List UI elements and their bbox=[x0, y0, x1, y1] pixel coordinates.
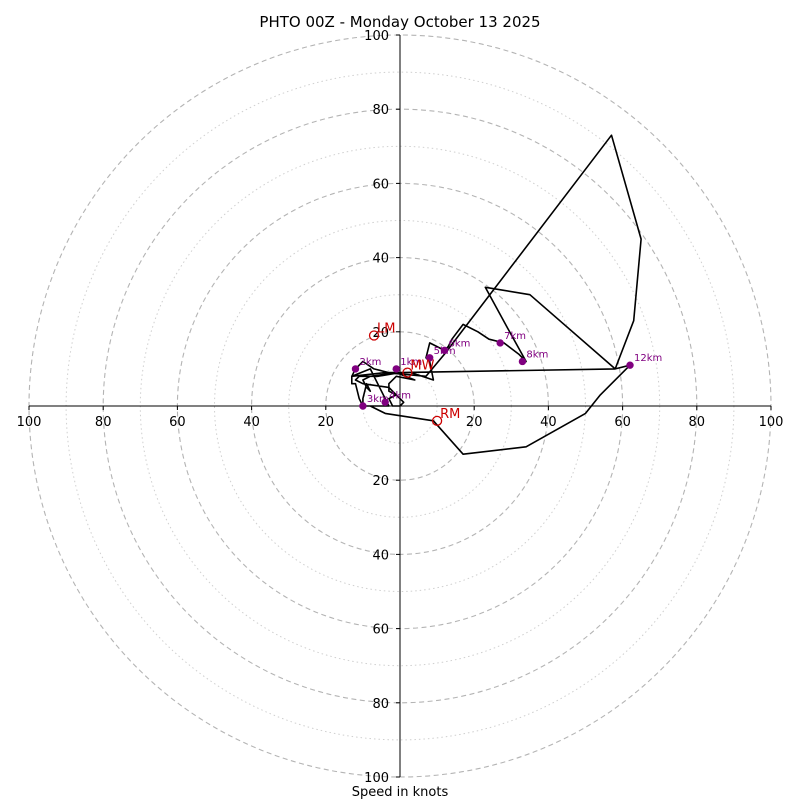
km-label-2km: 2km bbox=[359, 357, 381, 368]
x-tick-label: 80 bbox=[95, 415, 112, 430]
x-tick-label: 20 bbox=[466, 415, 483, 430]
storm-motion-mw-marker bbox=[402, 367, 413, 378]
km-label-12km: 12km bbox=[634, 353, 662, 364]
storm-motion-mw-label: MW bbox=[410, 359, 434, 374]
storm-motion-lm-marker bbox=[368, 330, 380, 341]
y-tick-label: 20 bbox=[372, 326, 389, 341]
km-label-8km: 8km bbox=[526, 349, 548, 360]
x-axis-label: Speed in knots bbox=[352, 785, 449, 800]
x-tick-label: 40 bbox=[243, 415, 260, 430]
y-tick-label: 100 bbox=[364, 29, 389, 44]
y-tick-label: 60 bbox=[372, 177, 389, 192]
x-tick-label: 60 bbox=[614, 415, 631, 430]
y-tick-label: 40 bbox=[372, 252, 389, 267]
hodograph-trace bbox=[350, 134, 642, 456]
x-tick-label: 40 bbox=[540, 415, 557, 430]
km-marker-4km bbox=[381, 398, 389, 406]
storm-motion-rm-marker bbox=[431, 415, 443, 426]
x-tick-label: 60 bbox=[169, 415, 186, 430]
y-tick-label: 40 bbox=[372, 548, 389, 563]
motion-layer: LM MW RM bbox=[368, 322, 460, 426]
y-tick-label: 60 bbox=[372, 623, 389, 638]
km-marker-5km bbox=[425, 354, 434, 362]
trace-layer bbox=[350, 134, 642, 456]
y-tick-label: 80 bbox=[372, 103, 389, 118]
km-label-3km: 3km bbox=[367, 394, 389, 405]
x-tick-label: 80 bbox=[689, 415, 706, 430]
km-label-6km: 6km bbox=[449, 338, 471, 349]
x-tick-label: 100 bbox=[17, 415, 42, 430]
axis-layer: 100 80 60 40 20 20 40 60 80 100 100 80 60 40 20 20 40 60 8… bbox=[17, 29, 784, 786]
km-marker-8km bbox=[518, 357, 527, 366]
storm-motion-rm-label: RM bbox=[440, 407, 460, 422]
x-tick-label: 100 bbox=[759, 415, 784, 430]
y-tick-label: 100 bbox=[364, 771, 389, 786]
km-marker-2km bbox=[351, 365, 360, 373]
storm-motion-lm-label: LM bbox=[377, 322, 395, 337]
chart-title: PHTO 00Z - Monday October 13 2025 bbox=[259, 13, 540, 31]
km-marker-12km bbox=[626, 361, 634, 369]
km-label-4km: 4km bbox=[389, 390, 411, 401]
marker-layer: 1km2km3km4km5km6km7km8km12km bbox=[351, 331, 662, 410]
km-label-1km: 1km bbox=[400, 357, 422, 368]
km-marker-3km bbox=[359, 402, 367, 410]
x-tick-label: 20 bbox=[318, 415, 335, 430]
km-marker-7km bbox=[496, 339, 504, 347]
y-tick-label: 80 bbox=[372, 697, 389, 712]
km-label-7km: 7km bbox=[504, 331, 526, 342]
km-marker-6km bbox=[440, 346, 449, 355]
y-tick-label: 20 bbox=[372, 474, 389, 489]
km-marker-1km bbox=[392, 365, 400, 373]
